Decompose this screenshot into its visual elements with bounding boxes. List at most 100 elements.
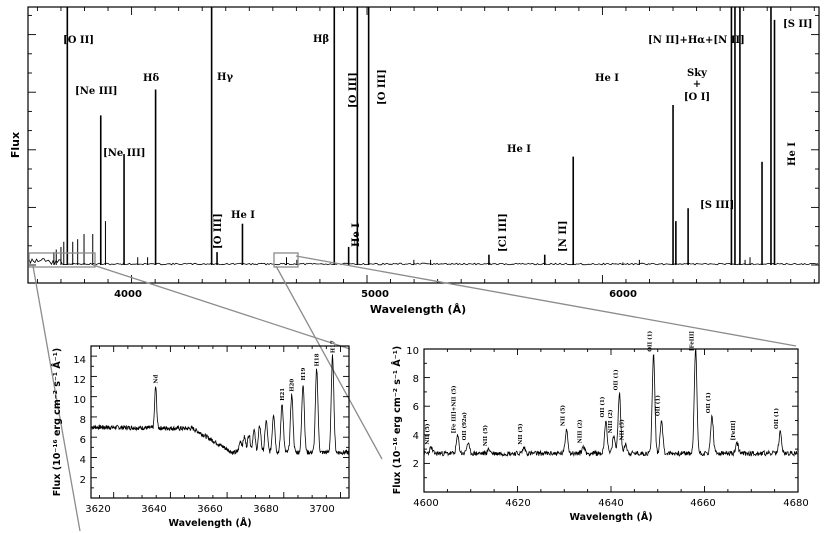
label-sii: [S II] — [783, 19, 813, 30]
zoom-connector-left-b — [92, 264, 351, 350]
zoom-indicators — [28, 252, 797, 532]
inset-right-ytick-2: 2 — [413, 459, 419, 470]
label-hei-6000: He I — [595, 73, 619, 84]
inset-right-xtick-4660: 4660 — [690, 498, 715, 509]
inset-right-xtick-4680: 4680 — [783, 498, 808, 509]
inset-right-axis-ticks — [423, 348, 799, 492]
label-siii: [S III] — [700, 200, 734, 211]
inset-right-line-label: NII (5) — [560, 405, 567, 427]
inset-right-line-label: OII (92a) — [461, 412, 468, 441]
main-panel: 4000 5000 6000 Wavelength (Å) Flux [O II… — [9, 6, 820, 316]
inset-right-ytick-4: 4 — [413, 431, 419, 442]
zoom-box-right — [273, 252, 299, 268]
inset-right-line-label: OII (1) — [705, 392, 712, 413]
inset-right-line-label: NIII (2) — [576, 419, 583, 443]
inset-left-ytick-8: 8 — [80, 415, 86, 426]
label-oii: [O II] — [63, 35, 94, 46]
zoom-connector-right-a — [275, 265, 383, 460]
inset-left-line-label: Nd — [154, 375, 160, 384]
label-oiii-4959: [O III] — [348, 72, 359, 108]
inset-right-line-label: OII (1) — [654, 395, 661, 416]
inset-right-line-label: NIII (2) — [607, 409, 614, 433]
inset-right-ytick-6: 6 — [413, 402, 419, 413]
inset-right-line-label: OII (1) — [612, 369, 619, 390]
inset-right-ytick-10: 10 — [406, 346, 419, 357]
label-hei-4471: He I — [231, 210, 255, 221]
inset-left-frame — [90, 345, 350, 499]
inset-right-line-label: OII (1) — [599, 396, 606, 417]
inset-left-xtick-3640: 3640 — [141, 504, 166, 515]
label-sky-line3: [O I] — [684, 92, 710, 103]
inset-left-line-label: H21 — [280, 388, 286, 401]
label-oiii-4363: [O III] — [213, 213, 224, 249]
label-oiii-5007: [O III] — [377, 69, 388, 105]
inset-left-ytick-6: 6 — [80, 435, 86, 446]
inset-right-line-label: [FeIII] — [690, 331, 696, 351]
inset-left-x-axis-label: Wavelength (Å) — [168, 518, 251, 529]
label-neiii-3968: [Ne III] — [103, 148, 145, 159]
inset-right-xtick-4640: 4640 — [598, 498, 623, 509]
main-xtick-label-5000: 5000 — [361, 289, 389, 300]
inset-left-y-axis-label: Flux (10⁻¹⁶ erg cm⁻² s⁻¹ Å⁻¹) — [52, 348, 63, 496]
inset-left-xtick-3620: 3620 — [85, 504, 110, 515]
main-x-axis-label: Wavelength (Å) — [370, 303, 466, 316]
inset-right-line-label: NII (5) — [482, 425, 489, 447]
main-continuum — [28, 258, 819, 266]
inset-left-xtick-3660: 3660 — [197, 504, 222, 515]
inset-right-line-label: OII (1) — [647, 330, 654, 351]
inset-left-ytick-12: 12 — [73, 375, 86, 386]
inset-left-line-label: H19 — [301, 367, 307, 380]
inset-left-line-label: H20 — [290, 379, 296, 392]
inset-left-ytick-2: 2 — [80, 475, 86, 486]
label-hgamma: Hγ — [217, 72, 233, 83]
inset-right-line-label: NII (5) — [618, 419, 625, 441]
inset-right-spectrum — [423, 348, 798, 458]
inset-left-spectrum-line — [91, 354, 349, 456]
inset-left-xtick-3680: 3680 — [253, 504, 278, 515]
inset-right-spectrum-line — [423, 348, 798, 458]
inset-right-y-axis-label: Flux (10⁻¹⁶ erg cm⁻² s⁻¹ Å⁻¹) — [392, 346, 403, 494]
inset-right-line-labels: NII (5) [Fe III]+NII (5) OII (92a) NII (5) N… — [424, 330, 780, 446]
inset-right-panel: NII (5) [Fe III]+NII (5) OII (92a) NII (5) N… — [392, 330, 809, 523]
main-spectrum — [28, 7, 819, 266]
inset-right-line-label: [Fe III]+NII (5) — [451, 385, 458, 433]
inset-right-line-label: NII (5) — [517, 423, 524, 445]
inset-right-xtick-4600: 4600 — [413, 498, 438, 509]
inset-right-ytick-8: 8 — [413, 374, 419, 385]
inset-right-xtick-4620: 4620 — [505, 498, 530, 509]
inset-right-line-label: OII (1) — [773, 408, 780, 429]
main-axis-ticks — [28, 7, 819, 283]
inset-left-axis-ticks — [91, 346, 349, 498]
label-nii-5755: [N II] — [558, 221, 569, 252]
label-neiii-3869: [Ne III] — [75, 86, 117, 97]
main-xtick-label-4000: 4000 — [114, 289, 142, 300]
inset-left-xtick-3700: 3700 — [309, 504, 334, 515]
label-sky-line2: + — [693, 79, 701, 90]
inset-left-spectrum — [91, 354, 349, 456]
zoom-connector-right-b — [295, 255, 797, 347]
label-hbeta: Hβ — [313, 34, 329, 45]
inset-right-line-label: NII (5) — [424, 423, 431, 445]
inset-right-x-axis-label: Wavelength (Å) — [569, 512, 652, 523]
label-sky-line1: Sky — [687, 68, 708, 79]
inset-left-panel: Nd H21 H20 H19 H18 H17 3620 3640 3660 3680 37… — [52, 340, 350, 529]
label-nii-halpha: [N II]+Hα+[N II] — [648, 35, 745, 46]
label-hdelta: Hδ — [143, 73, 159, 84]
zoom-box-left — [28, 252, 96, 268]
label-hei-4922: He I — [351, 223, 362, 247]
inset-left-line-labels: Nd H21 H20 H19 H18 H17 — [154, 340, 337, 401]
main-plot-frame — [27, 6, 820, 284]
zoom-connector-left-a — [32, 265, 81, 532]
main-xtick-label-6000: 6000 — [609, 289, 637, 300]
inset-left-ytick-10: 10 — [73, 395, 86, 406]
label-cliii: [Cl III] — [498, 213, 509, 252]
inset-left-ytick-14: 14 — [73, 355, 86, 366]
main-y-axis-label: Flux — [9, 132, 22, 158]
inset-left-line-label: H18 — [315, 353, 321, 366]
inset-right-line-label: [FeIII] — [731, 420, 737, 440]
inset-left-line-label: H17 — [331, 340, 337, 353]
label-hei-6678: He I — [787, 142, 798, 166]
label-hei-5876: He I — [507, 144, 531, 155]
inset-left-ytick-4: 4 — [80, 455, 86, 466]
